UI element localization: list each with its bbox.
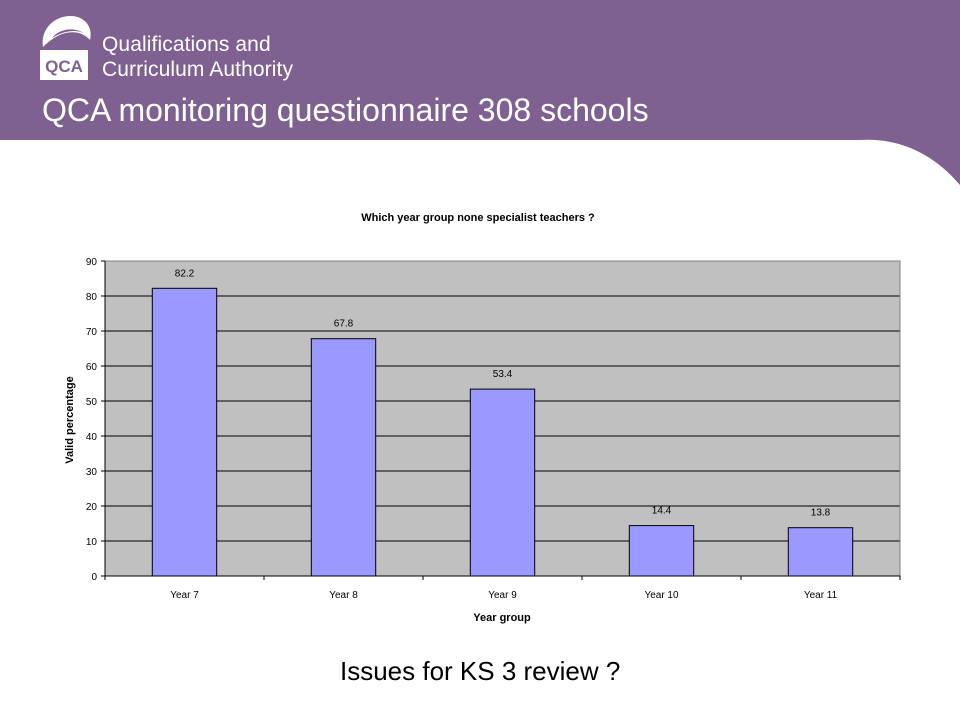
data-labels: 82.2 67.8 53.4 14.4 13.8 (175, 268, 831, 518)
bar-year-11 (787, 527, 854, 577)
bar-year-8 (310, 338, 377, 577)
x-tick-label: Year 8 (329, 590, 358, 601)
x-tick-label: Year 9 (488, 590, 517, 601)
data-label: 82.2 (175, 268, 195, 279)
bar-year-7 (151, 287, 218, 577)
x-axis-ticks: Year 7 Year 8 Year 9 Year 10 Year 11 (104, 576, 901, 601)
slide-title: QCA monitoring questionnaire 308 schools (42, 92, 649, 128)
y-tick-label: 20 (86, 502, 98, 513)
x-tick-label: Year 10 (644, 590, 679, 601)
data-label: 67.8 (334, 319, 354, 330)
data-label: 53.4 (493, 369, 513, 380)
y-tick-label: 30 (86, 467, 98, 478)
caption: Issues for KS 3 review ? (340, 656, 621, 686)
x-tick-label: Year 11 (804, 590, 838, 601)
y-tick-label: 0 (91, 572, 97, 583)
y-axis-label: Valid percentage (64, 376, 76, 463)
data-label: 14.4 (652, 506, 672, 517)
x-tick-label: Year 7 (170, 590, 199, 601)
y-axis-ticks: 0 10 20 30 40 50 60 70 80 90 (86, 257, 105, 583)
y-tick-label: 80 (86, 292, 98, 303)
banner-shape (0, 0, 960, 185)
y-tick-label: 60 (86, 362, 98, 373)
qca-logo-icon: QCA (40, 15, 91, 80)
y-tick-label: 10 (86, 537, 98, 548)
chart-title: Which year group none specialist teacher… (361, 212, 595, 224)
org-name-line1: Qualifications and (102, 33, 271, 56)
logo-qca-text: QCA (45, 57, 83, 76)
x-axis-label: Year group (473, 612, 531, 624)
y-tick-label: 90 (86, 257, 98, 268)
y-tick-label: 50 (86, 397, 98, 408)
bars (151, 287, 854, 577)
bar-year-9 (469, 388, 536, 577)
y-tick-label: 40 (86, 432, 98, 443)
bar-year-10 (628, 525, 695, 577)
y-tick-label: 70 (86, 327, 98, 338)
data-label: 13.8 (811, 508, 831, 519)
org-name-line2: Curriculum Authority (102, 58, 294, 81)
